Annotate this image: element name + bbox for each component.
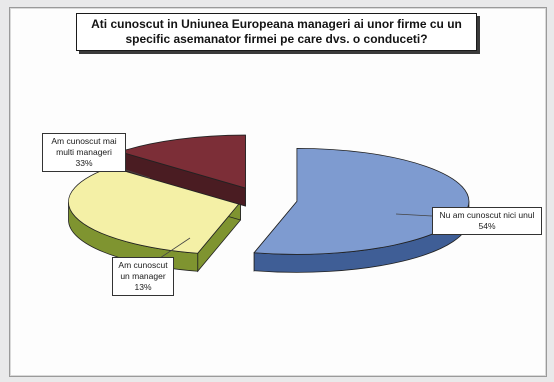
slice-mai-multi-manageri xyxy=(68,165,242,254)
chart-title-box: Ati cunoscut in Uniunea Europeana manage… xyxy=(76,13,477,51)
chart-title: Ati cunoscut in Uniunea Europeana manage… xyxy=(91,17,462,46)
slice-un-manager xyxy=(118,134,246,189)
label-percent: 33% xyxy=(75,158,93,168)
label-percent: 13% xyxy=(134,282,152,292)
label-un-manager: Am cunoscut un manager 13% xyxy=(112,257,174,296)
label-text: Am cunoscut mai multi manageri xyxy=(51,136,117,157)
label-percent: 54% xyxy=(478,221,496,231)
label-text: Nu am cunoscut nici unul xyxy=(439,210,535,220)
label-nu-am-cunoscut: Nu am cunoscut nici unul 54% xyxy=(432,207,542,235)
slice-un-manager-leader xyxy=(159,237,191,259)
slice-nu-am-cunoscut-leader xyxy=(395,213,433,217)
label-mai-multi-manageri: Am cunoscut mai multi manageri 33% xyxy=(42,133,126,172)
label-text: Am cunoscut un manager xyxy=(118,260,168,281)
